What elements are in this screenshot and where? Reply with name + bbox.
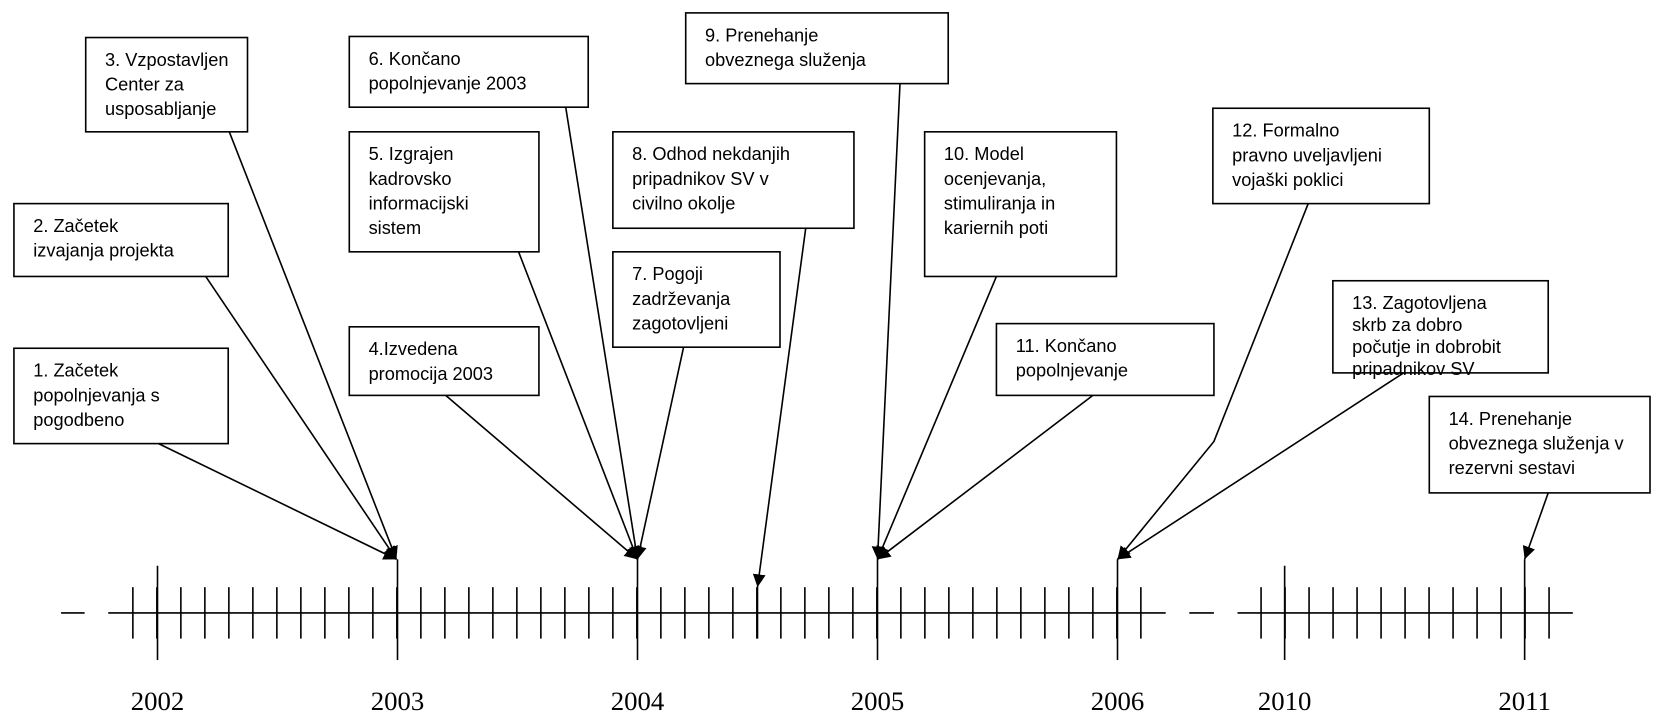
event-label: 4.Izvedena	[369, 339, 459, 359]
event-label: počutje in dobrobit	[1352, 337, 1501, 357]
event-label: skrb za dobro	[1352, 315, 1462, 335]
event-label: popolnjevanja s	[33, 385, 160, 405]
connector-arrow	[752, 228, 807, 588]
year-label: 2003	[371, 686, 425, 716]
event-label: popolnjevanje 2003	[369, 73, 527, 93]
event-label: 7. Pogoji	[632, 264, 703, 284]
event-label: usposabljanje	[105, 99, 216, 119]
event-box	[348, 35, 590, 108]
connector-arrow	[158, 442, 397, 561]
event-label: Center za	[105, 75, 185, 95]
connector-arrow	[564, 107, 642, 560]
event-label: 13. Zagotovljena	[1352, 293, 1487, 313]
event-box	[13, 347, 230, 445]
event-box	[923, 131, 1118, 278]
event-box	[1332, 279, 1550, 374]
event-box	[684, 12, 950, 85]
event-label: obveznega služenja	[705, 50, 867, 70]
event-label: 1. Začetek	[33, 361, 119, 381]
connector-arrow	[228, 131, 398, 560]
year-label: 2006	[1091, 686, 1145, 716]
event-box	[348, 326, 540, 397]
connector-arrow	[871, 83, 901, 560]
event-label: 2. Začetek	[33, 216, 119, 236]
event-label: izvajanja projekta	[33, 241, 175, 261]
event-label: sistem	[369, 218, 422, 238]
connector-arrow	[876, 276, 998, 560]
event-label: kadrovsko	[369, 169, 452, 189]
event-label: pripadnikov SV v	[632, 169, 769, 189]
event-label: obveznega služenja v	[1449, 433, 1625, 453]
event-label: kariernih poti	[944, 218, 1048, 238]
event-label: 3. Vzpostavljen	[105, 50, 228, 70]
event-label: zadrževanja	[632, 289, 731, 309]
event-label: informacijski	[369, 193, 469, 213]
connector-arrow	[445, 394, 639, 560]
event-box	[13, 202, 230, 278]
event-label: vojaški poklici	[1232, 170, 1343, 190]
event-label: stimuliranja in	[944, 193, 1055, 213]
event-label: zagotovljeni	[632, 313, 728, 333]
event-label: pogodbeno	[33, 410, 124, 430]
connector-arrow	[517, 251, 639, 560]
event-label: 6. Končano	[369, 49, 461, 69]
year-label: 2004	[611, 686, 665, 716]
event-label: civilno okolje	[632, 193, 735, 213]
event-label: 11. Končano	[1016, 336, 1117, 356]
event-box	[995, 322, 1215, 397]
connector-arrow	[205, 276, 398, 560]
event-box	[1212, 107, 1431, 205]
year-label: 2010	[1258, 686, 1312, 716]
connector-arrow	[1522, 492, 1549, 560]
event-box	[612, 131, 855, 230]
event-label: 5. Izgrajen	[369, 144, 454, 164]
event-box	[348, 131, 540, 253]
event-box	[1428, 395, 1651, 494]
event-label: pripadnikov SV	[1352, 359, 1475, 379]
year-label: 2011	[1498, 686, 1551, 716]
connector-arrow	[877, 394, 1094, 560]
event-box	[84, 36, 249, 133]
event-label: pravno uveljavljeni	[1232, 145, 1382, 165]
event-label: rezervni sestavi	[1449, 458, 1575, 478]
event-label: 14. Prenehanje	[1449, 409, 1572, 429]
event-label: 9. Prenehanje	[705, 25, 818, 45]
connector-arrow	[633, 347, 685, 560]
connector-arrow	[1116, 203, 1309, 560]
year-label: 2002	[131, 686, 185, 716]
event-label: 8. Odhod nekdanjih	[632, 144, 790, 164]
connector-arrow	[1117, 372, 1405, 560]
year-label: 2005	[851, 686, 905, 716]
event-box	[612, 251, 781, 348]
event-label: popolnjevanje	[1016, 361, 1128, 381]
event-label: 12. Formalno	[1232, 121, 1339, 141]
event-label: promocija 2003	[369, 364, 493, 384]
event-label: ocenjevanja,	[944, 169, 1046, 189]
event-label: 10. Model	[944, 144, 1024, 164]
